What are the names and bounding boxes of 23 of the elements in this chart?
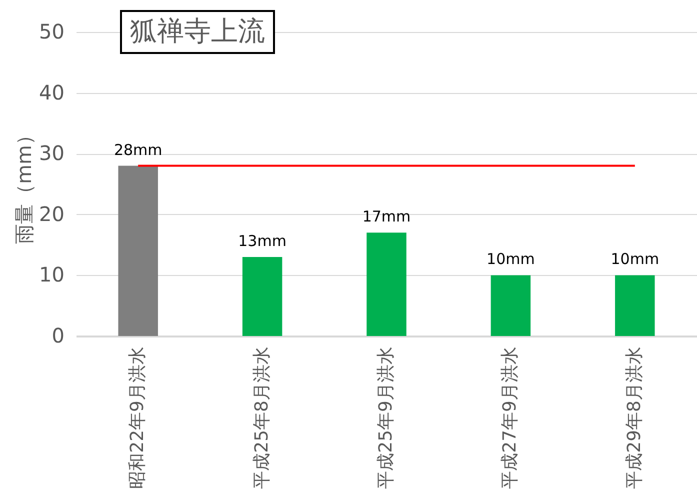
y-tick-label: 40 [39, 80, 64, 104]
y-tick-label: 50 [39, 20, 64, 44]
data-label: 10mm [610, 250, 660, 268]
x-tick-label: 平成25年8月洪水 [251, 346, 272, 489]
data-label: 10mm [486, 250, 535, 268]
y-tick-label: 0 [52, 324, 64, 348]
data-label: 17mm [362, 208, 411, 226]
bar [366, 232, 406, 336]
x-tick-label: 平成29年8月洪水 [624, 346, 645, 489]
bar [242, 256, 282, 336]
bar [615, 275, 655, 336]
x-tick-label: 平成25年9月洪水 [376, 346, 396, 489]
y-tick-label: 30 [39, 141, 64, 166]
y-axis-title: 雨量（mm） [12, 125, 36, 244]
data-label: 28mm [114, 140, 162, 159]
x-tick-label: 平成27年9月洪水 [500, 346, 521, 489]
bar [490, 275, 531, 336]
chart-title: 狐禅寺上流 [120, 10, 275, 54]
bar [118, 166, 158, 336]
x-tick-label: 昭和22年9月洪水 [127, 346, 148, 489]
y-tick-label: 10 [39, 262, 64, 287]
y-tick-label: 20 [39, 202, 64, 226]
data-label: 13mm [238, 232, 286, 250]
